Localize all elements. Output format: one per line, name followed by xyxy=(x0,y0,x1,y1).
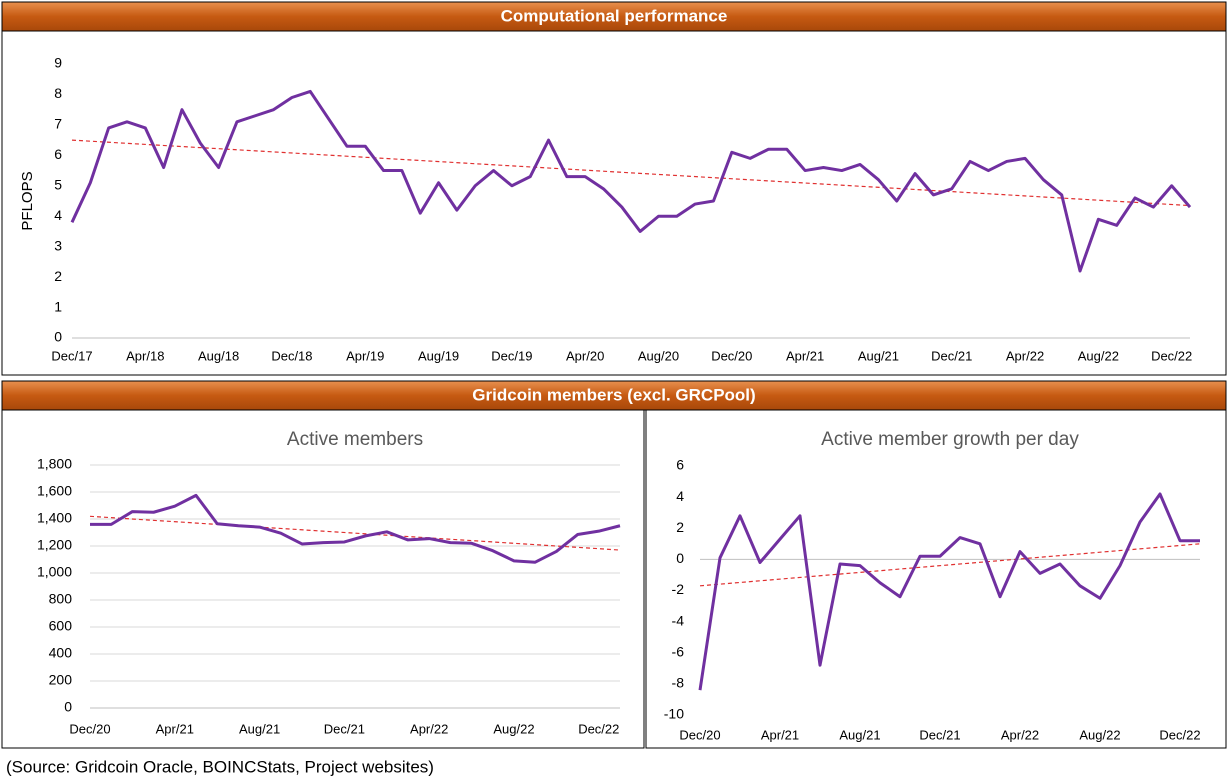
x-tick-label: Apr/19 xyxy=(346,348,384,363)
y-tick-label: -6 xyxy=(672,643,685,659)
y-tick-label: 0 xyxy=(54,329,62,345)
data-line xyxy=(70,89,1192,273)
y-tick-label: 1,000 xyxy=(37,564,72,580)
x-tick-label: Apr/20 xyxy=(566,348,604,363)
y-tick-label: 4 xyxy=(54,207,62,223)
y-tick-label: -2 xyxy=(672,581,685,597)
y-axis-label: PFLOPS xyxy=(19,171,36,230)
x-tick-label: Dec/17 xyxy=(51,348,92,363)
y-tick-label: 1,200 xyxy=(37,537,72,553)
x-tick-label: Aug/21 xyxy=(239,721,280,736)
y-tick-label: 1,600 xyxy=(37,483,72,499)
y-tick-label: 0 xyxy=(676,550,684,566)
banner-title: Gridcoin members (excl. GRCPool) xyxy=(472,385,755,404)
banner xyxy=(1,1,1227,32)
y-tick-label: -8 xyxy=(672,675,685,691)
y-tick-label: 800 xyxy=(49,591,73,607)
y-tick-label: 0 xyxy=(64,699,72,715)
y-tick-label: 1,800 xyxy=(37,456,72,472)
x-tick-label: Dec/21 xyxy=(919,727,960,742)
x-tick-label: Dec/20 xyxy=(679,727,720,742)
y-tick-label: -10 xyxy=(664,706,684,722)
trendline xyxy=(71,139,1191,207)
x-tick-label: Dec/22 xyxy=(1151,348,1192,363)
y-tick-label: 9 xyxy=(54,55,62,71)
data-line xyxy=(90,493,621,564)
y-tick-label: 6 xyxy=(54,146,62,162)
y-tick-label: 8 xyxy=(54,85,62,101)
banner xyxy=(1,380,1227,411)
x-tick-label: Apr/22 xyxy=(1006,348,1044,363)
y-tick-label: 400 xyxy=(49,645,73,661)
y-tick-label: 2 xyxy=(54,268,62,284)
banner-title: Computational performance xyxy=(501,6,728,25)
x-tick-label: Aug/21 xyxy=(858,348,899,363)
x-tick-label: Apr/21 xyxy=(786,348,824,363)
x-tick-label: Dec/18 xyxy=(271,348,312,363)
x-tick-label: Apr/22 xyxy=(1001,727,1039,742)
x-tick-label: Aug/21 xyxy=(839,727,880,742)
x-tick-label: Aug/20 xyxy=(638,348,679,363)
x-tick-label: Dec/20 xyxy=(69,721,110,736)
x-tick-label: Apr/21 xyxy=(156,721,194,736)
x-tick-label: Aug/19 xyxy=(418,348,459,363)
x-tick-label: Dec/21 xyxy=(931,348,972,363)
panel xyxy=(1,30,1227,376)
x-tick-label: Apr/22 xyxy=(410,721,448,736)
x-tick-label: Aug/22 xyxy=(493,721,534,736)
x-tick-label: Apr/18 xyxy=(126,348,164,363)
x-tick-label: Dec/21 xyxy=(324,721,365,736)
panel xyxy=(1,409,645,749)
x-tick-label: Aug/18 xyxy=(198,348,239,363)
x-tick-label: Dec/22 xyxy=(578,721,619,736)
x-tick-label: Dec/22 xyxy=(1159,727,1200,742)
x-tick-label: Dec/20 xyxy=(711,348,752,363)
y-tick-label: 200 xyxy=(49,672,73,688)
y-tick-label: -4 xyxy=(672,612,685,628)
y-tick-label: 5 xyxy=(54,176,62,192)
y-tick-label: 600 xyxy=(49,618,73,634)
trendline xyxy=(89,515,621,551)
y-tick-label: 2 xyxy=(676,519,684,535)
x-tick-label: Aug/22 xyxy=(1079,727,1120,742)
x-tick-label: Apr/21 xyxy=(761,727,799,742)
chart-title: Active members xyxy=(287,429,423,450)
y-tick-label: 6 xyxy=(676,457,684,473)
y-tick-label: 1 xyxy=(54,298,62,314)
x-tick-label: Dec/19 xyxy=(491,348,532,363)
y-tick-label: 3 xyxy=(54,237,62,253)
y-tick-label: 4 xyxy=(676,488,684,504)
data-line xyxy=(698,492,1200,691)
y-tick-label: 1,400 xyxy=(37,510,72,526)
x-tick-label: Aug/22 xyxy=(1078,348,1119,363)
source-note: (Source: Gridcoin Oracle, BOINCStats, Pr… xyxy=(6,757,434,776)
panel xyxy=(645,409,1227,749)
chart-title: Active member growth per day xyxy=(821,429,1079,450)
y-tick-label: 7 xyxy=(54,116,62,132)
